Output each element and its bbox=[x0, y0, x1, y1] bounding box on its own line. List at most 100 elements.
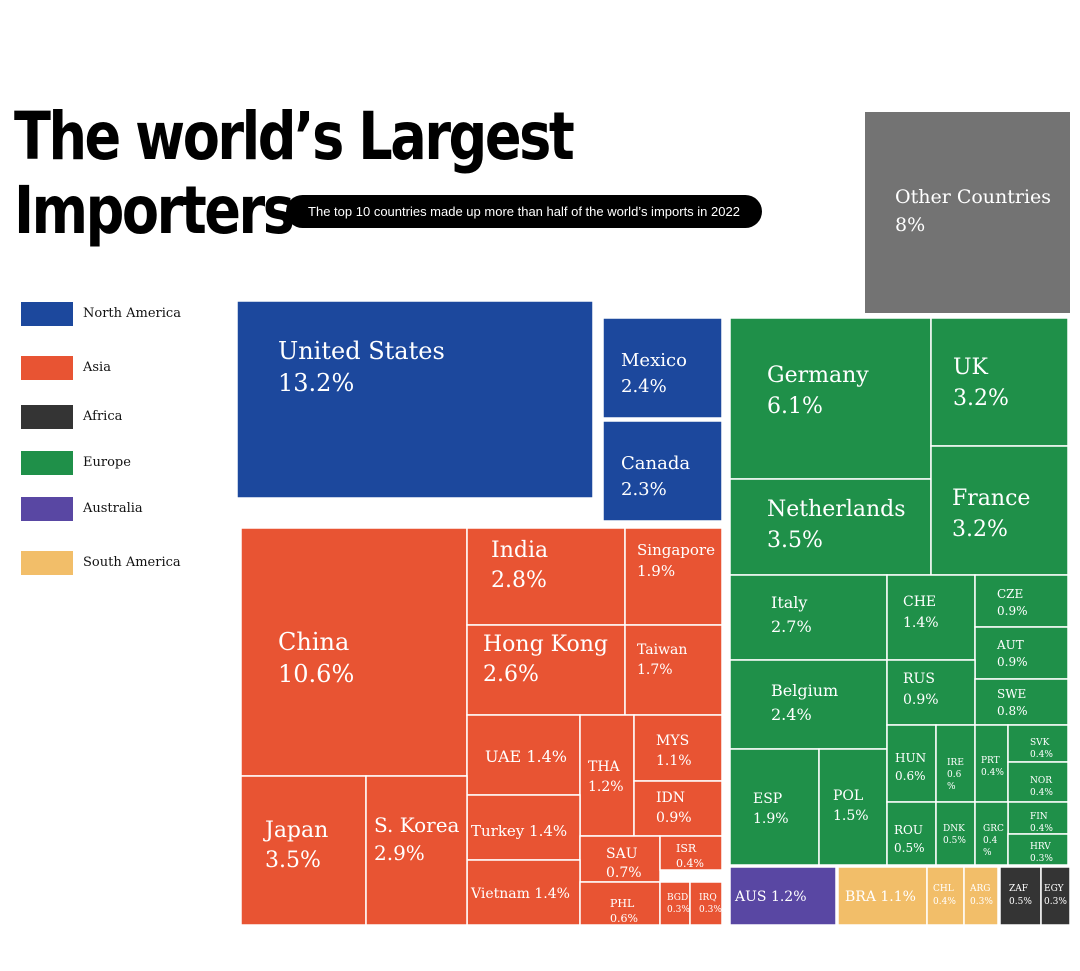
tile-label-line: PRT bbox=[981, 756, 1000, 766]
legend-swatch bbox=[21, 302, 73, 326]
tile-label-line: DNK bbox=[943, 824, 965, 834]
tile-label-line: BGD bbox=[667, 893, 688, 903]
legend-label: North America bbox=[83, 306, 181, 321]
tile-rect-che bbox=[886, 574, 976, 661]
tile-nor: NOR 0.4% bbox=[1007, 761, 1069, 803]
tile-label-line: % bbox=[983, 848, 992, 858]
tile-label-line: 1.2% bbox=[588, 779, 624, 795]
tile-label-india: India 2.8% bbox=[491, 538, 548, 593]
tile-label-line: MYS bbox=[656, 733, 689, 749]
tile-label-taiwan: Taiwan 1.7% bbox=[637, 642, 687, 678]
tile-label-line: EGY bbox=[1044, 884, 1065, 894]
tile-india: India 2.8% bbox=[466, 527, 626, 626]
tile-label-line: 0.3% bbox=[699, 905, 722, 915]
tile-label-isr: ISR 0.4% bbox=[676, 842, 704, 870]
tile-label-other-countries: Other Countries 8% bbox=[895, 186, 1051, 236]
tile-label-line: 2.7% bbox=[771, 617, 812, 636]
tile-label-line: Canada bbox=[621, 453, 690, 474]
tile-rect-united-states bbox=[236, 300, 594, 499]
tile-label-svk: SVK 0.4% bbox=[1030, 738, 1053, 760]
tile-rect-france bbox=[930, 445, 1069, 576]
tile-label-line: 0.9% bbox=[903, 692, 939, 708]
tile-label-phl: PHL 0.6% bbox=[610, 897, 638, 925]
tile-label-line: 10.6% bbox=[278, 660, 354, 688]
tile-label-turkey: Turkey 1.4% bbox=[471, 822, 567, 840]
tile-rect-uk bbox=[930, 317, 1069, 447]
tile-label-line: ZAF bbox=[1009, 884, 1028, 894]
tile-belgium: Belgium 2.4% bbox=[729, 659, 888, 750]
tile-label-line: 2.3% bbox=[621, 479, 667, 500]
tile-rect-china bbox=[240, 527, 468, 777]
tile-rect-germany bbox=[729, 317, 932, 480]
tile-label-bra: BRA 1.1% bbox=[845, 889, 916, 905]
tile-label-uae: UAE 1.4% bbox=[485, 747, 567, 766]
tile-label-line: Netherlands bbox=[767, 497, 906, 522]
tile-label-line: ESP bbox=[753, 791, 782, 807]
tile-rect-idn bbox=[633, 780, 723, 837]
tile-label-china: China 10.6% bbox=[278, 628, 354, 688]
tile-prt: PRT 0.4% bbox=[974, 724, 1009, 803]
tile-label-esp: ESP 1.9% bbox=[753, 791, 789, 827]
tile-label-line: 1.1% bbox=[656, 753, 692, 769]
tile-label-irq: IRQ 0.3% bbox=[699, 893, 722, 915]
tile-label-pol: POL 1.5% bbox=[833, 788, 869, 824]
tile-pol: POL 1.5% bbox=[818, 748, 888, 866]
tile-bra: BRA 1.1% bbox=[837, 866, 928, 926]
tile-label-line: PHL bbox=[610, 897, 635, 910]
tile-label-line: BRA 1.1% bbox=[845, 889, 916, 905]
tile-label-line: 0.3% bbox=[1030, 854, 1053, 864]
tile-label-egy: EGY 0.3% bbox=[1044, 884, 1067, 907]
tile-label-line: 0.6% bbox=[895, 769, 926, 783]
tile-rect-cze bbox=[974, 574, 1069, 628]
tile-label-aut: AUT 0.9% bbox=[996, 638, 1028, 669]
tile-zaf: ZAF 0.5% bbox=[999, 866, 1042, 926]
tile-label-line: THA bbox=[588, 759, 621, 775]
tile-label-japan: Japan 3.5% bbox=[263, 818, 328, 873]
tile-rect-svk bbox=[1007, 724, 1069, 763]
tile-rus: RUS 0.9% bbox=[886, 659, 976, 726]
tile-label-line: 1.9% bbox=[753, 811, 789, 827]
tile-rect-arg bbox=[963, 866, 999, 926]
tile-label-idn: IDN 0.9% bbox=[656, 790, 692, 826]
tile-label-line: AUT bbox=[996, 638, 1024, 652]
tile-label-line: 6.1% bbox=[767, 394, 823, 419]
tile-label-line: United States bbox=[278, 337, 445, 365]
tile-tha: THA 1.2% bbox=[579, 714, 635, 837]
tile-turkey: Turkey 1.4% bbox=[466, 794, 581, 861]
tile-label-line: SVK bbox=[1030, 738, 1050, 748]
tile-label-line: AUS 1.2% bbox=[734, 889, 807, 905]
tile-swe: SWE 0.8% bbox=[974, 678, 1069, 726]
tile-label-line: Japan bbox=[263, 818, 328, 843]
tile-label-netherlands: Netherlands 3.5% bbox=[767, 497, 906, 553]
tile-rect-zaf bbox=[999, 866, 1042, 926]
tile-rect-mexico bbox=[602, 317, 723, 419]
legend-swatch bbox=[21, 451, 73, 475]
tile-label-ire: IRE 0.6% bbox=[947, 758, 964, 792]
tile-uk: UK 3.2% bbox=[930, 317, 1069, 447]
tile-label-mexico: Mexico 2.4% bbox=[621, 350, 687, 397]
tile-label-belgium: Belgium 2.4% bbox=[771, 681, 838, 724]
tile-label-line: 3.5% bbox=[767, 528, 823, 553]
tile-label-line: HRV bbox=[1030, 842, 1051, 852]
tile-label-cze: CZE 0.9% bbox=[997, 587, 1028, 618]
tile-label-hong-kong: Hong Kong 2.6% bbox=[483, 632, 608, 687]
tile-label-line: 0.4 bbox=[983, 836, 998, 846]
tile-rect-tha bbox=[579, 714, 635, 837]
tile-esp: ESP 1.9% bbox=[729, 748, 820, 866]
tile-label-grc: GRC 0.4% bbox=[983, 824, 1004, 858]
tile-label-line: 0.3% bbox=[667, 905, 690, 915]
tile-germany: Germany 6.1% bbox=[729, 317, 932, 480]
tile-label-line: GRC bbox=[983, 824, 1004, 834]
tile-label-line: 1.4% bbox=[903, 615, 939, 631]
tile-label-line: NOR bbox=[1030, 776, 1052, 786]
tile-label-line: 0.4% bbox=[676, 857, 704, 870]
tile-rect-pol bbox=[818, 748, 888, 866]
title-line-2: Importers bbox=[14, 172, 295, 249]
subtitle-pill: The top 10 countries made up more than h… bbox=[286, 195, 762, 228]
tile-che: CHE 1.4% bbox=[886, 574, 976, 661]
tile-isr: ISR 0.4% bbox=[659, 835, 723, 871]
tile-label-line: 13.2% bbox=[278, 369, 354, 397]
tile-label-line: 0.9% bbox=[997, 604, 1028, 618]
tile-label-fin: FIN 0.4% bbox=[1030, 812, 1053, 834]
legend-swatch bbox=[21, 497, 73, 521]
